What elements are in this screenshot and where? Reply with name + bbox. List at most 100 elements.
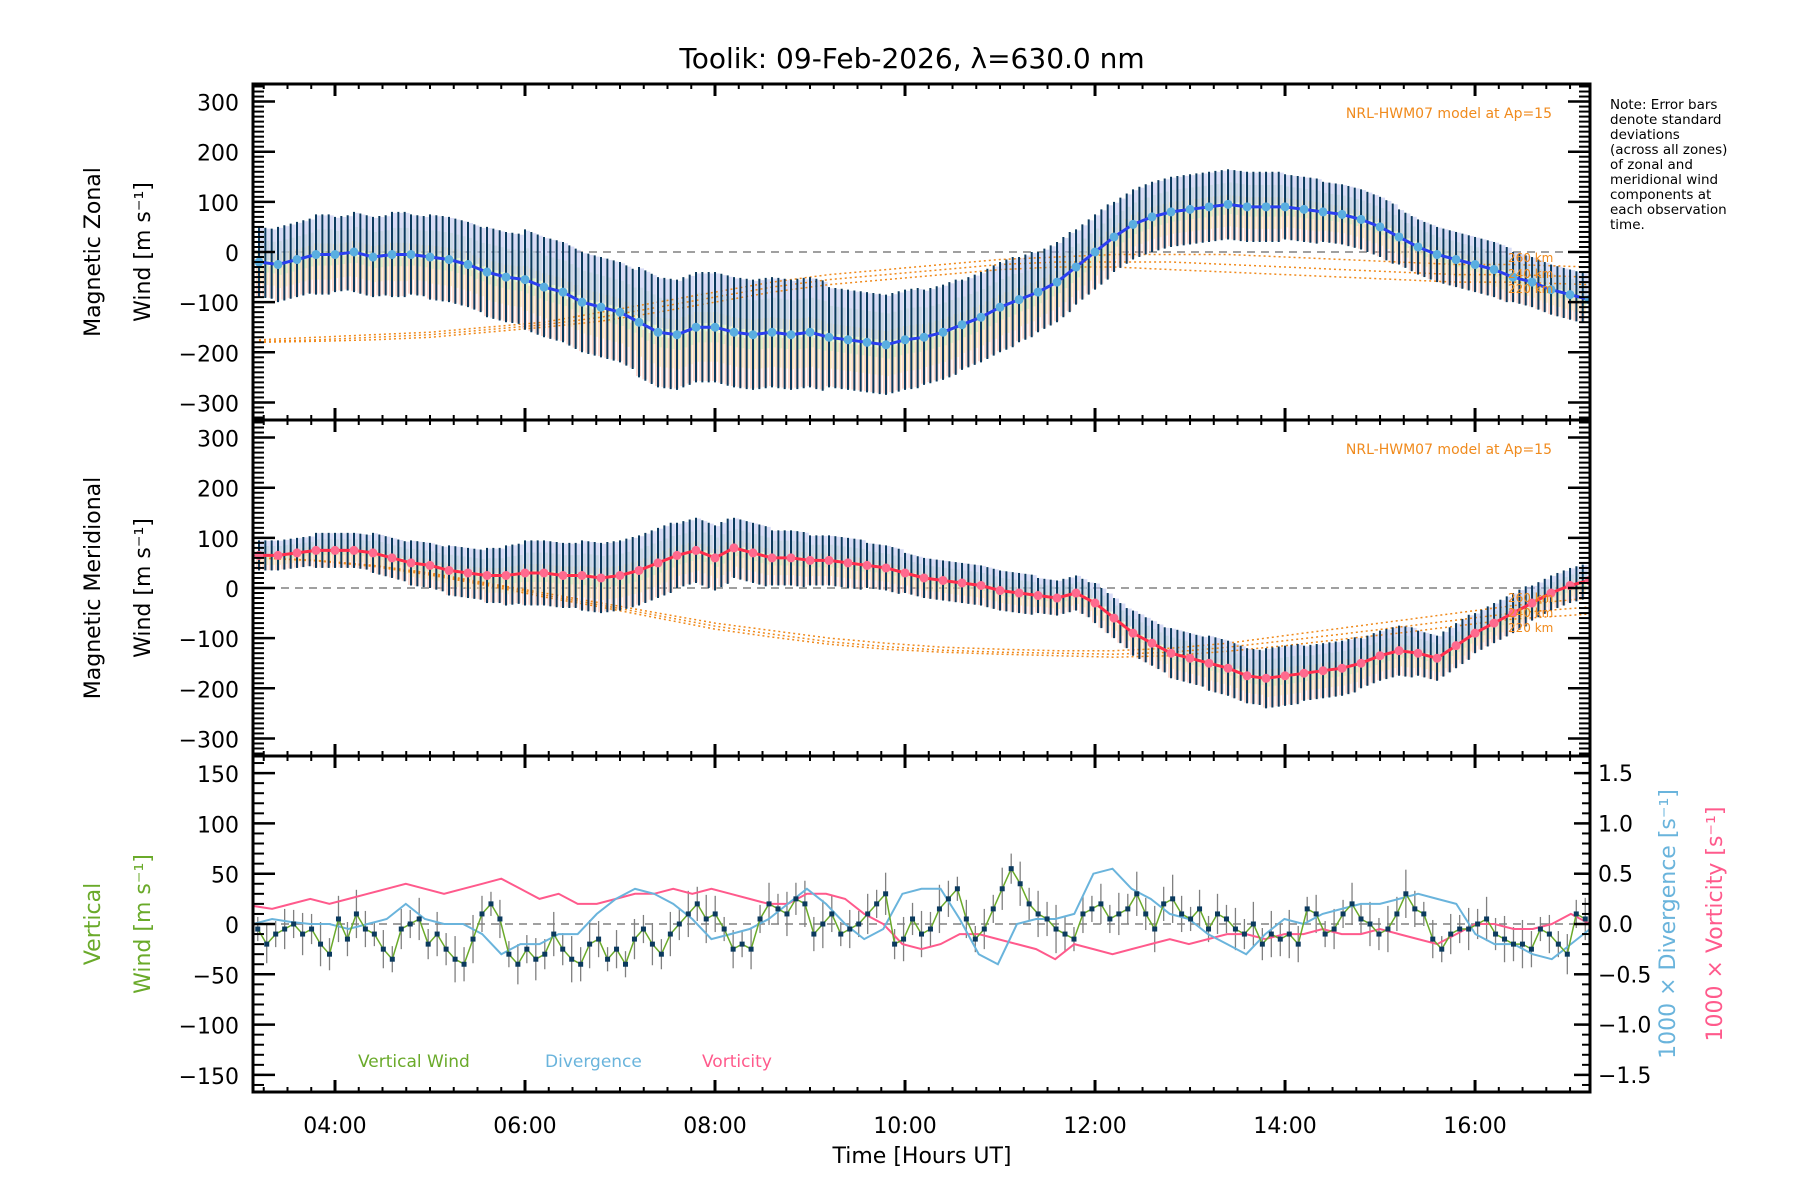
meridional-zone-sample — [1266, 648, 1272, 677]
meridional-zone-sample — [1525, 586, 1531, 605]
zonal-zone-sample — [582, 253, 588, 299]
zonal-zone-sample — [848, 290, 854, 336]
zonal-mean-point — [368, 252, 378, 262]
meridional-zone-sample — [582, 541, 588, 573]
zonal-mean-point — [653, 327, 663, 337]
meridional-mean-point — [1128, 628, 1138, 638]
meridional-zone-sample — [1006, 571, 1012, 590]
zonal-zone-sample — [1576, 271, 1582, 295]
meridional-zone-sample — [981, 565, 987, 584]
zonal-mean-point — [1508, 272, 1518, 282]
zonal-zone-sample — [860, 292, 866, 338]
y2-tick-label: −0.5 — [1598, 963, 1651, 988]
meridional-zone-sample — [1012, 572, 1018, 591]
vertical-wind-point — [1519, 941, 1525, 947]
vertical-wind-point — [721, 926, 727, 932]
zonal-zone-sample — [1221, 170, 1227, 203]
meridional-zone-sample — [1285, 646, 1291, 674]
meridional-mean-point — [862, 560, 872, 570]
meridional-zone-sample — [848, 538, 854, 562]
zonal-zone-sample — [1025, 255, 1031, 294]
zonal-mean-point — [1546, 285, 1556, 295]
zonal-zone-sample — [1126, 194, 1132, 226]
meridional-mean-point — [1261, 673, 1271, 683]
vertical-wind-point — [892, 941, 898, 947]
meridional-zone-sample — [512, 545, 518, 573]
meridional-zone-sample — [1082, 579, 1088, 596]
divergence-y2label: 1000 × Divergence [s⁻¹] — [1656, 789, 1681, 1059]
zonal-zone-sample — [353, 212, 359, 249]
meridional-zone-sample — [1126, 608, 1132, 627]
zonal-zone-sample — [1354, 188, 1360, 216]
meridional-zone-sample — [1532, 585, 1538, 602]
meridional-zone-sample — [936, 560, 942, 579]
zonal-mean-point — [843, 335, 853, 345]
zonal-zone-sample — [1101, 210, 1107, 245]
zonal-zone-sample — [467, 222, 473, 262]
vertical-wind-point — [443, 946, 449, 952]
meridional-zone-sample — [784, 531, 790, 556]
meridional-zone-sample — [1316, 644, 1322, 670]
zonal-zone-sample — [1114, 202, 1120, 235]
zonal-zone-sample — [1399, 210, 1405, 235]
meridional-mean-point — [1071, 588, 1081, 598]
meridional-zone-sample — [835, 536, 841, 560]
meridional-mean-point — [1356, 658, 1366, 668]
meridional-zone-sample — [474, 549, 480, 572]
meridional-zone-sample — [1183, 632, 1189, 655]
vertical-wind-point — [596, 936, 602, 942]
meridional-zone-sample — [467, 548, 473, 572]
meridional-zone-sample — [1456, 623, 1462, 644]
meridional-zone-sample — [721, 522, 727, 553]
zonal-plot-area — [253, 169, 1590, 395]
zonal-zone-sample — [423, 217, 429, 254]
meridional-zone-sample — [455, 546, 461, 570]
meridional-zone-sample — [1114, 598, 1120, 617]
vertical-wind-point — [676, 921, 682, 927]
meridional-zone-sample — [772, 531, 778, 556]
zonal-y-tick-label: −100 — [179, 292, 239, 317]
meridional-zone-sample — [746, 521, 752, 549]
x-tick-label: 10:00 — [873, 1114, 936, 1139]
zonal-zone-sample — [1076, 230, 1082, 265]
vertical-wind-point — [551, 931, 557, 937]
zonal-mean-point — [1166, 207, 1176, 217]
meridional-zone-sample — [1259, 650, 1265, 676]
vertical-wind-point — [291, 921, 297, 927]
vertical-wind-point — [1026, 901, 1032, 907]
meridional-zone-sample — [759, 525, 765, 553]
meridional-zone-sample — [930, 559, 936, 578]
altitude-label-220km: 220 km — [1508, 621, 1553, 635]
y2-tick-label: 0.5 — [1598, 863, 1633, 888]
zonal-zone-sample — [1475, 237, 1481, 263]
meridional-zone-sample — [550, 542, 556, 572]
meridional-mean-point — [710, 553, 720, 563]
x-tick-label: 16:00 — [1443, 1114, 1506, 1139]
zonal-zone-sample — [1272, 172, 1278, 205]
zonal-zone-sample — [898, 292, 904, 338]
legend-vorticity: Vorticity — [702, 1052, 772, 1072]
vertical-wind-point — [1546, 931, 1552, 937]
zonal-zone-sample — [664, 279, 670, 329]
meridional-zone-sample — [556, 542, 562, 573]
zonal-zone-sample — [1152, 182, 1158, 215]
vertical-wind-point — [569, 956, 575, 962]
altitude-label-260km: 260 km — [1508, 591, 1553, 605]
zonal-zone-sample — [968, 278, 974, 319]
zonal-mean-point — [1185, 204, 1195, 214]
meridional-mean-point — [349, 545, 359, 555]
zonal-zone-sample — [379, 217, 385, 254]
zonal-zone-sample — [911, 290, 917, 336]
vertical-wind-point — [757, 916, 763, 922]
zonal-zone-sample — [569, 246, 575, 292]
zonal-zone-sample — [1228, 170, 1234, 202]
zonal-mean-point — [976, 312, 986, 322]
meridional-zone-sample — [1196, 635, 1202, 658]
zonal-zone-sample — [1234, 170, 1240, 203]
meridional-zone-sample — [867, 543, 873, 564]
y2-tick-label: 1.0 — [1598, 812, 1633, 837]
vertical-wind-point — [416, 916, 422, 922]
meridional-zone-sample — [417, 541, 423, 563]
vertical-wind-point — [587, 941, 593, 947]
meridional-mean-point — [539, 568, 549, 578]
